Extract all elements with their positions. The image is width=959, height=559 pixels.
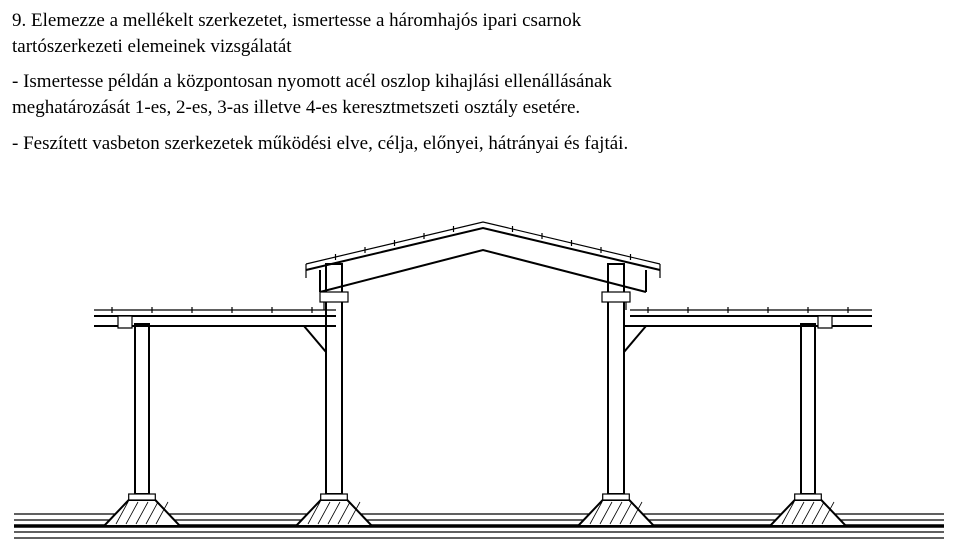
spacer [12, 59, 947, 69]
bullet-line-1b: meghatározását 1-es, 2-es, 3-as illetve … [12, 95, 947, 121]
spacer [12, 121, 947, 131]
question-line-2: tartószerkezeti elemeinek vizsgálatát [12, 34, 947, 60]
bullet-line-1a: - Ismertesse példán a központosan nyomot… [12, 69, 947, 95]
question-line-1: 9. Elemezze a mellékelt szerkezetet, ism… [12, 8, 947, 34]
structure-diagram [14, 174, 944, 554]
bullet-line-2: - Feszített vasbeton szerkezetek működés… [12, 131, 947, 157]
